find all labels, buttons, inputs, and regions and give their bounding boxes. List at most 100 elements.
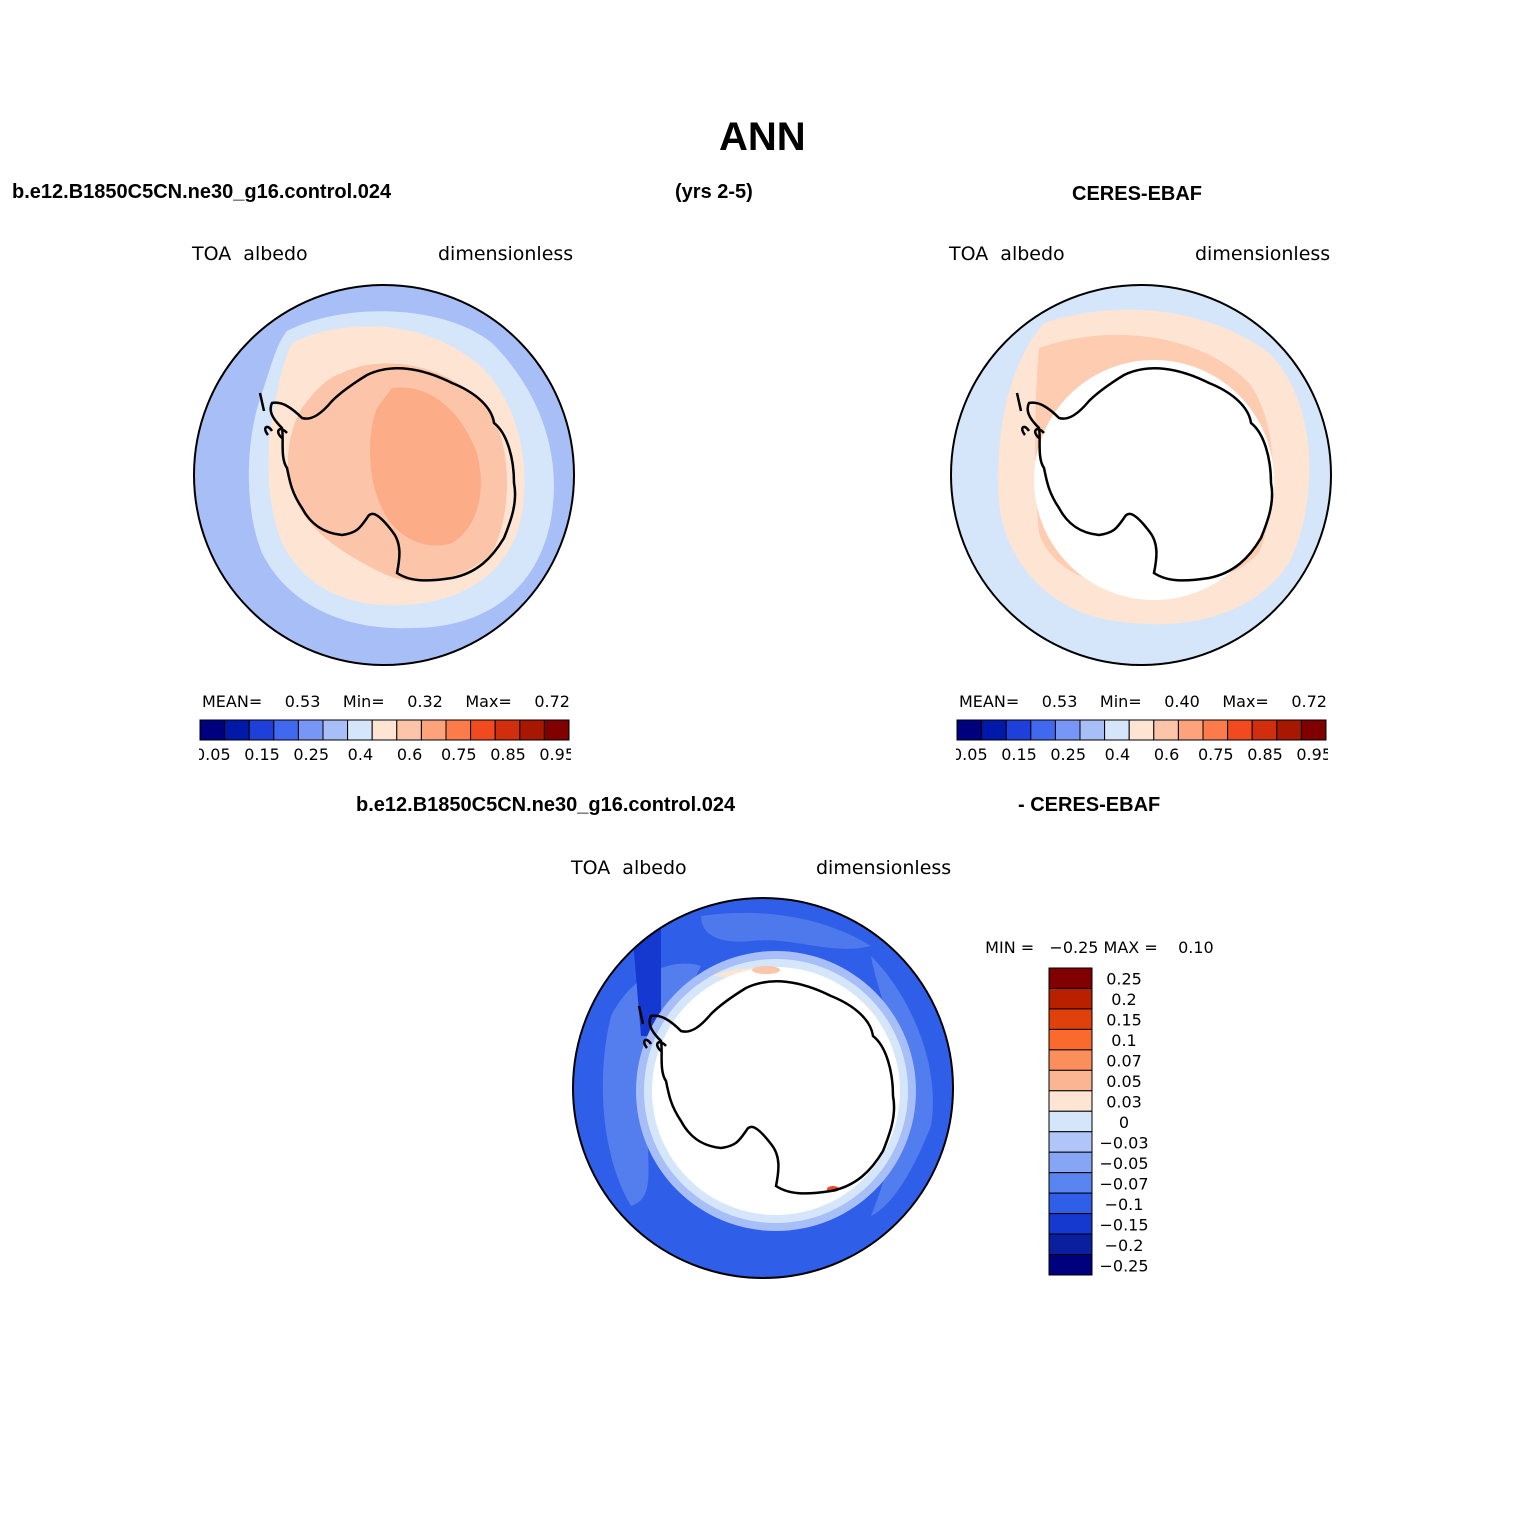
diff-colorbar-tick-label: −0.1 [1105,1195,1144,1214]
diff-variable-label: TOA albedo [571,857,687,879]
obs-colorbar-swatch [1079,719,1106,741]
diff-colorbar-swatch [1048,1213,1093,1235]
obs-colorbar-swatch [1005,719,1032,741]
obs-colorbar-tick-label: 0.25 [1050,745,1086,764]
model-colorbar-swatch [347,719,373,741]
diff-colorbar-tick-label: 0.2 [1111,990,1136,1009]
obs-stats: MEAN= 0.53 Min= 0.40 Max= 0.72 [959,692,1327,711]
diff-max-label: MAX = [1103,938,1158,957]
diff-colorbar-tick-label: 0 [1119,1113,1129,1132]
diff-colorbar-swatch [1048,1233,1093,1256]
model-colorbar-swatch [543,719,570,741]
obs-colorbar-swatch [981,719,1007,741]
model-colorbar-swatch [322,719,349,741]
diff-colorbar-tick-label: −0.15 [1099,1215,1148,1234]
diff-colorbar-swatch [1048,1008,1093,1030]
model-colorbar-swatch [519,719,545,741]
obs-colorbar-swatch [956,719,983,741]
diff-colorbar-tick-label: 0.03 [1106,1093,1142,1112]
obs-colorbar-tick-label: 0.15 [1001,745,1037,764]
model-colorbar-tick-label: 0.15 [244,745,280,764]
diff-colorbar-tick-label: −0.03 [1099,1133,1148,1152]
model-max-label: Max= [465,692,512,711]
antarctica-coastline [269,367,517,582]
model-colorbar-swatch [470,719,496,741]
diff-colorbar-tick-label: 0.15 [1106,1011,1142,1030]
diff-colorbar: 0.250.20.150.10.070.050.030−0.03−0.05−0.… [1048,967,1149,1276]
diff-colorbar-swatch [1048,1090,1093,1112]
diff-colorbar-swatch [1048,1069,1093,1092]
model-colorbar-swatch [273,719,299,741]
model-colorbar-swatch [396,719,422,741]
obs-colorbar-swatch [1104,719,1130,741]
obs-units-label: dimensionless [1195,243,1331,265]
diff-units-label: dimensionless [816,857,952,879]
model-polar-map [193,284,575,666]
obs-colorbar-swatch [1227,719,1253,741]
diff-colorbar-tick-label: 0.1 [1111,1031,1136,1050]
diff-colorbar-tick-label: −0.25 [1099,1256,1148,1275]
diff-colorbar-tick-label: 0.07 [1106,1052,1142,1071]
model-mean-label: MEAN= [202,692,263,711]
obs-max-value: 0.72 [1291,692,1327,711]
obs-colorbar-tick-label: 0.75 [1198,745,1234,764]
model-colorbar-tick-label: 0.25 [293,745,329,764]
model-colorbar-swatch [420,719,447,741]
model-colorbar-swatch [297,719,324,741]
top-middle-header: (yrs 2-5) [675,181,753,203]
model-colorbar-tick-label: 0.4 [348,745,373,764]
obs-variable-label: TOA albedo [949,243,1065,265]
diff-max-value: 0.10 [1178,938,1214,957]
diff-colorbar-tick-label: −0.2 [1105,1236,1144,1255]
obs-colorbar-swatch [1153,719,1179,741]
top-left-header: b.e12.B1850C5CN.ne30_g16.control.024 [12,181,392,203]
obs-colorbar-swatch [1202,719,1229,741]
model-colorbar-tick-label: 0.75 [441,745,477,764]
obs-min-value: 0.40 [1164,692,1200,711]
diff-colorbar-swatch [1048,1254,1093,1276]
model-colorbar-swatch [224,719,250,741]
obs-colorbar-swatch [1251,719,1278,741]
diff-colorbar-tick-label: −0.05 [1099,1154,1148,1173]
obs-colorbar-swatch [1177,719,1204,741]
model-colorbar-swatch [494,719,521,741]
model-mean-value: 0.53 [284,692,321,711]
diff-colorbar-swatch [1048,1049,1093,1071]
diff-header-right: - CERES-EBAF [1018,794,1161,816]
diff-colorbar-swatch [1048,1110,1093,1133]
obs-colorbar-swatch [1054,719,1081,741]
obs-colorbar-tick-label: 0.6 [1154,745,1179,764]
figure-title: ANN [719,115,806,159]
obs-colorbar-tick-label: 0.95 [1296,745,1328,764]
diff-colorbar-swatch [1048,1028,1093,1051]
obs-colorbar-tick-label: 0.05 [956,745,988,764]
model-colorbar-tick-label: 0.05 [199,745,231,764]
model-colorbar-swatch [199,719,226,741]
diff-header-left: b.e12.B1850C5CN.ne30_g16.control.024 [356,794,736,816]
model-min-label: Min= [342,692,385,711]
diff-colorbar-swatch [1048,1192,1093,1215]
obs-colorbar-swatch [1276,719,1302,741]
model-max-value: 0.72 [534,692,570,711]
obs-mean-label: MEAN= [959,692,1020,711]
diff-colorbar-tick-label: 0.05 [1106,1072,1142,1091]
model-variable-label: TOA albedo [192,243,308,265]
diff-colorbar-swatch [1048,1151,1093,1174]
diff-min-value: −0.25 [1049,938,1099,957]
model-colorbar-tick-label: 0.95 [539,745,571,764]
obs-max-label: Max= [1222,692,1269,711]
obs-colorbar-swatch [1300,719,1327,741]
top-right-header: CERES-EBAF [1072,183,1203,205]
obs-colorbar-swatch [1128,719,1155,741]
obs-colorbar-tick-label: 0.4 [1105,745,1130,764]
obs-min-label: Min= [1099,692,1142,711]
obs-colorbar-swatch [1030,719,1056,741]
model-colorbar-swatch [248,719,275,741]
diff-colorbar-swatch [1048,967,1093,989]
obs-mean-value: 0.53 [1041,692,1078,711]
obs-polar-map [950,284,1332,666]
diff-colorbar-swatch [1048,1131,1093,1153]
model-units-label: dimensionless [438,243,574,265]
model-colorbar: 0.05 0.15 0.25 0.4 0.6 0.75 0.85 0.95 [199,719,571,764]
diff-colorbar-swatch [1048,987,1093,1010]
